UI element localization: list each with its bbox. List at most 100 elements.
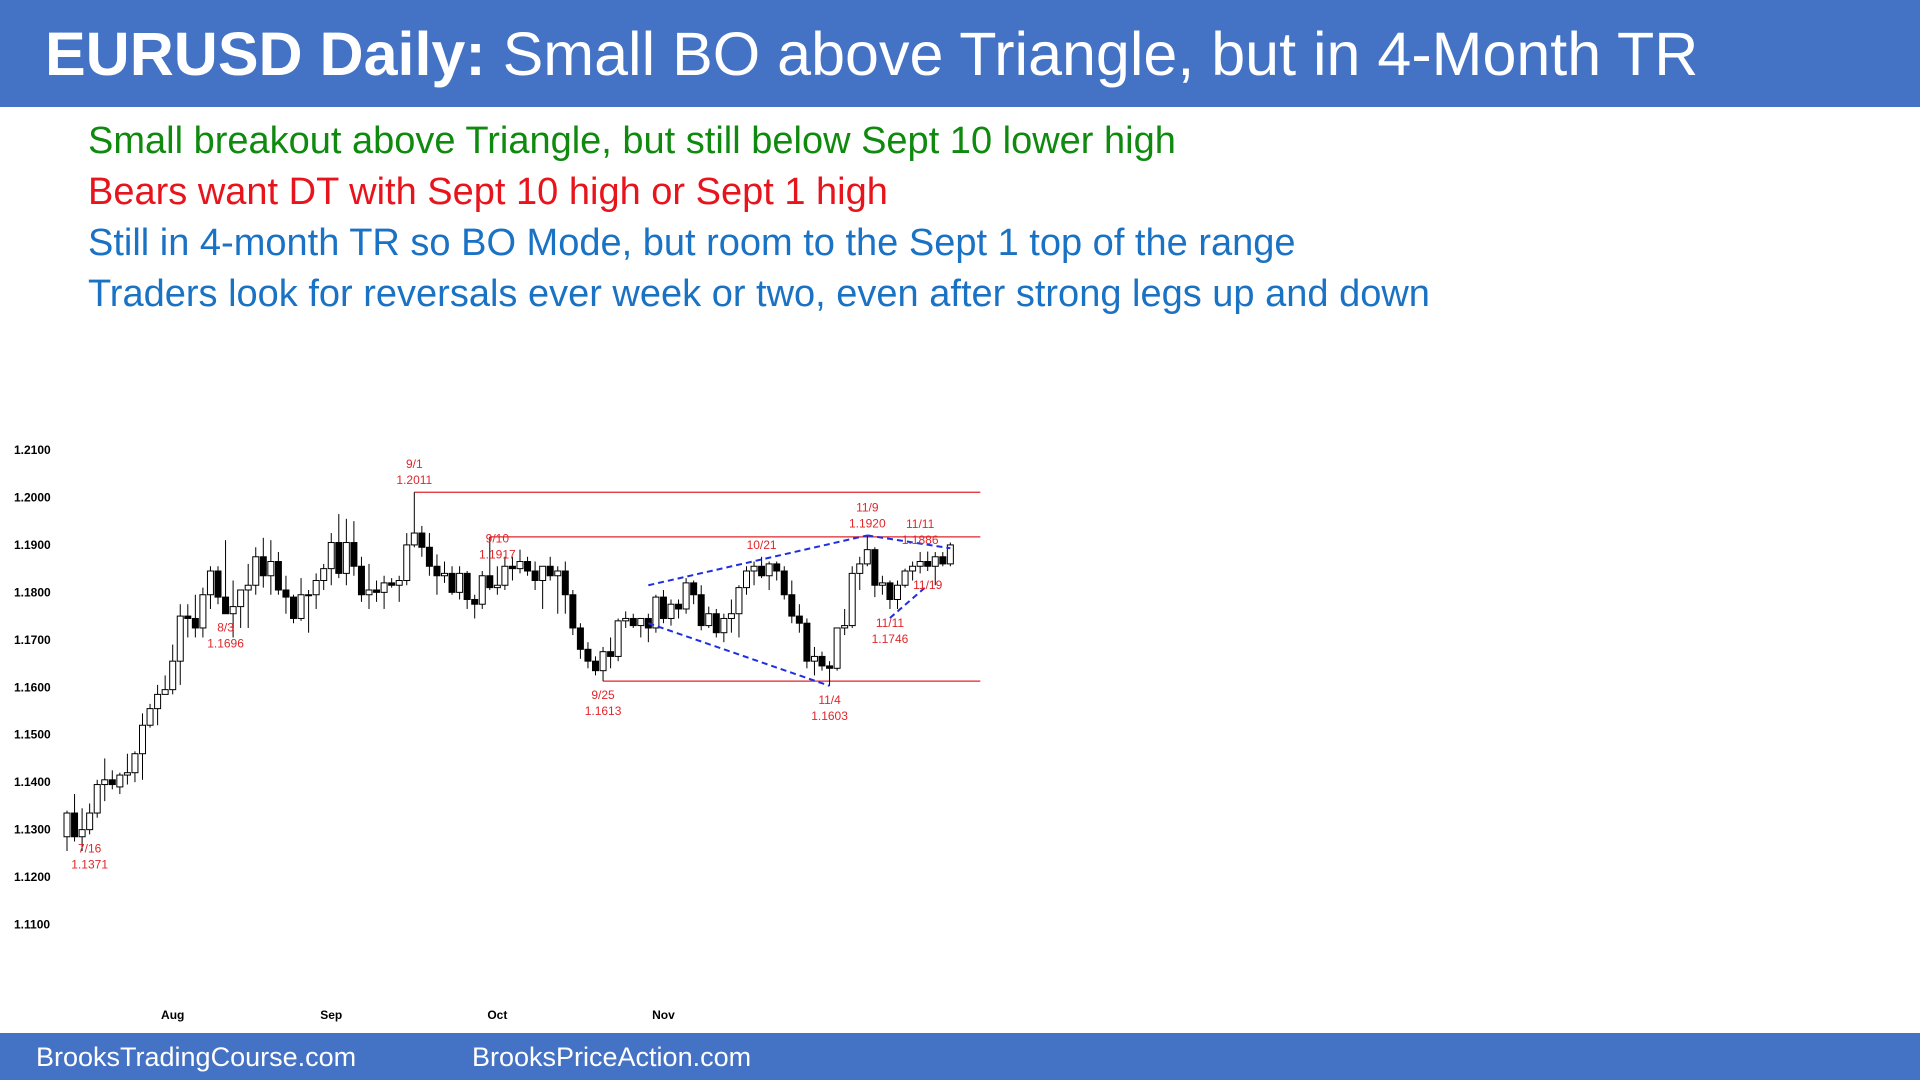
bear-candle bbox=[712, 613, 720, 634]
bull-candle bbox=[614, 620, 622, 657]
bear-candle bbox=[71, 812, 79, 838]
bear-candle bbox=[592, 660, 599, 672]
price-annotation: 11/9 bbox=[856, 500, 879, 514]
price-annotation: 10/21 bbox=[747, 538, 777, 552]
bull-candle bbox=[139, 724, 146, 755]
bull-candle bbox=[667, 603, 675, 619]
bull-candle bbox=[878, 582, 886, 586]
y-tick-label: 1.1500 bbox=[14, 728, 51, 742]
price-annotation: 1.1886 bbox=[902, 533, 939, 547]
price-annotation: 1.1746 bbox=[872, 632, 909, 646]
bull-candle bbox=[599, 651, 607, 672]
bear-candle bbox=[780, 570, 788, 596]
bull-candle bbox=[176, 615, 184, 662]
bull-candle bbox=[841, 625, 849, 629]
price-annotation: 1.1613 bbox=[585, 704, 622, 718]
bear-candle bbox=[350, 542, 358, 567]
bear-candle bbox=[576, 627, 584, 650]
bear-candle bbox=[795, 615, 803, 624]
bull-candle bbox=[946, 544, 954, 565]
price-annotation: 1.1696 bbox=[207, 637, 244, 651]
title-bar: EURUSD Daily: Small BO above Triangle, b… bbox=[0, 0, 1920, 107]
bear-candle bbox=[274, 561, 282, 591]
bear-candle bbox=[357, 565, 365, 596]
bull-candle bbox=[916, 561, 924, 567]
bull-candle bbox=[116, 774, 124, 788]
bullet-list: Small breakout above Triangle, but still… bbox=[88, 116, 1430, 320]
bear-candle bbox=[448, 572, 456, 593]
price-annotation: 1.1371 bbox=[71, 857, 108, 871]
bull-candle bbox=[863, 549, 871, 565]
bull-candle bbox=[810, 655, 818, 662]
bear-candle bbox=[463, 572, 471, 600]
bullet-1: Small breakout above Triangle, but still… bbox=[88, 120, 1176, 162]
footer-left-link[interactable]: BrooksTradingCourse.com bbox=[36, 1042, 357, 1072]
bullet-2: Bears want DT with Sept 10 high or Sept … bbox=[88, 171, 888, 213]
price-annotation: 9/25 bbox=[591, 688, 615, 702]
bear-candle bbox=[108, 779, 116, 786]
y-tick-label: 1.1600 bbox=[14, 680, 51, 694]
bull-candle bbox=[901, 570, 909, 586]
bull-candle bbox=[743, 570, 750, 589]
bull-candle bbox=[123, 772, 131, 776]
triangle-trendline bbox=[648, 622, 830, 687]
x-tick-label: Oct bbox=[487, 1008, 507, 1022]
title-bold: EURUSD Daily: bbox=[45, 20, 486, 88]
bear-candle bbox=[690, 582, 698, 596]
bull-candle bbox=[86, 812, 94, 831]
bear-candle bbox=[290, 596, 297, 619]
bear-candle bbox=[924, 561, 932, 567]
bear-candle bbox=[697, 594, 705, 627]
bull-candle bbox=[652, 596, 660, 629]
bear-candle bbox=[524, 561, 532, 572]
bear-candle bbox=[939, 556, 947, 565]
footer-right-link[interactable]: BrooksPriceAction.com bbox=[472, 1042, 752, 1072]
price-annotation: 7/16 bbox=[78, 841, 102, 855]
bull-candle bbox=[169, 660, 177, 691]
bear-candle bbox=[471, 598, 479, 605]
y-tick-label: 1.1300 bbox=[14, 823, 51, 837]
price-annotation: 1.2011 bbox=[396, 473, 432, 487]
bull-candle bbox=[720, 617, 728, 634]
y-tick-label: 1.1900 bbox=[14, 538, 51, 552]
bull-candle bbox=[229, 606, 237, 615]
bear-candle bbox=[184, 615, 192, 619]
bull-candle bbox=[856, 563, 864, 574]
bull-candle bbox=[252, 556, 260, 586]
bull-candle bbox=[154, 693, 162, 710]
bull-candle bbox=[501, 565, 509, 586]
bull-candle bbox=[848, 572, 856, 627]
bear-candle bbox=[629, 617, 637, 627]
bull-candle bbox=[101, 779, 109, 786]
bear-candle bbox=[214, 570, 222, 598]
bull-candle bbox=[365, 589, 373, 596]
bull-candle bbox=[403, 544, 411, 581]
bull-candle bbox=[410, 532, 418, 546]
price-annotation: 9/10 bbox=[486, 531, 510, 545]
y-tick-label: 1.1800 bbox=[14, 585, 51, 599]
bear-candle bbox=[418, 532, 426, 548]
bear-candle bbox=[222, 596, 230, 615]
y-tick-label: 1.1100 bbox=[14, 918, 50, 932]
bear-candle bbox=[433, 565, 441, 577]
bull-candle bbox=[146, 708, 154, 726]
bull-candle bbox=[206, 570, 214, 596]
bear-candle bbox=[531, 570, 539, 582]
bear-candle bbox=[788, 594, 796, 617]
price-annotation: 1.1603 bbox=[811, 709, 848, 723]
bear-candle bbox=[659, 596, 667, 619]
y-tick-label: 1.1700 bbox=[14, 633, 51, 647]
bull-candle bbox=[765, 563, 773, 577]
price-annotation: 11/11 bbox=[876, 616, 905, 630]
bull-candle bbox=[297, 594, 305, 619]
bull-candle bbox=[894, 584, 901, 600]
bear-candle bbox=[886, 582, 894, 600]
bull-candle bbox=[478, 575, 486, 605]
bull-candle bbox=[539, 565, 547, 582]
bear-candle bbox=[335, 542, 343, 574]
bear-candle bbox=[425, 546, 433, 567]
bull-candle bbox=[380, 582, 388, 593]
bull-candle bbox=[735, 587, 743, 615]
price-annotation: 11/4 bbox=[818, 693, 841, 707]
bear-candle bbox=[373, 589, 381, 593]
